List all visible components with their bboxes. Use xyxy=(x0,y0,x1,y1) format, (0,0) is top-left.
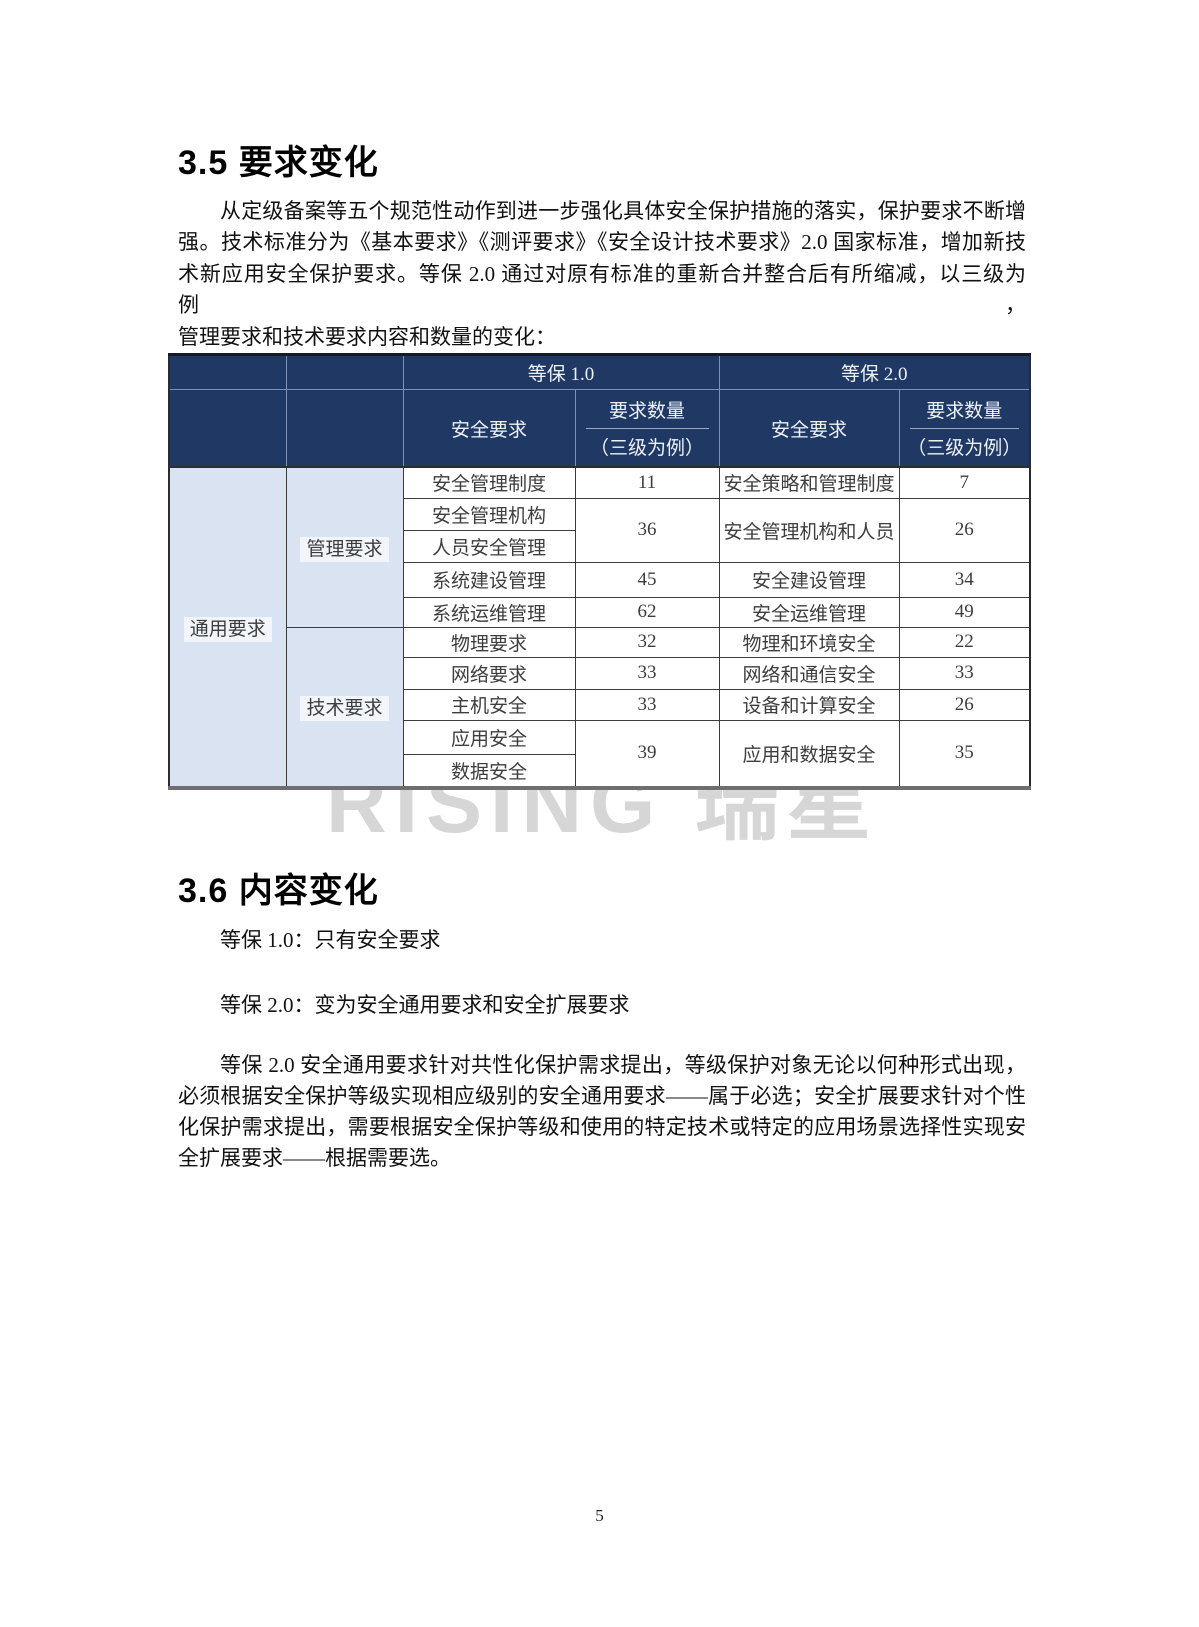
header-security-req-2-0: 安全要求 xyxy=(718,389,900,468)
paragraph-line: 等保 2.0 安全通用要求针对共性化保护需求提出，等级保护对象无论以何种形式出现… xyxy=(220,1053,1026,1077)
header-req-count-2-0: 要求数量 （三级为例） xyxy=(898,389,1031,468)
header-empty-cell xyxy=(168,389,287,468)
table-cell: 33 xyxy=(898,656,1031,690)
table-cell: 安全策略和管理制度 xyxy=(718,466,900,499)
header-req-count-line1: 要求数量 xyxy=(585,390,709,429)
table-cell: 32 xyxy=(574,626,720,658)
paragraph-line: 强。技术标准分为《基本要求》《测评要求》《安全设计技术要求》2.0 国家标准，增… xyxy=(178,230,1026,255)
group-cell-management: 管理要求 xyxy=(285,466,404,628)
table-cell: 系统运维管理 xyxy=(402,596,576,628)
section-3-5-paragraph: 从定级备案等五个规范性动作到进一步强化具体安全保护措施的落实，保护要求不断增 强… xyxy=(178,196,1026,353)
table-cell: 物理要求 xyxy=(402,626,576,658)
header-empty-cell xyxy=(285,389,404,468)
table-cell: 安全管理机构 xyxy=(402,497,576,531)
table-row: 系统运维管理 62 安全运维管理 49 xyxy=(169,596,1031,628)
section-3-5-heading: 3.5 要求变化 xyxy=(178,143,379,182)
table-cell: 安全建设管理 xyxy=(718,561,900,598)
table-cell: 网络要求 xyxy=(402,656,576,690)
table-cell: 系统建设管理 xyxy=(402,561,576,598)
header-empty-cell xyxy=(285,354,404,390)
table-cell: 数据安全 xyxy=(402,753,576,789)
table-row: 技术要求 物理要求 32 物理和环境安全 22 xyxy=(169,626,1031,789)
group-cell-technical: 技术要求 xyxy=(285,626,404,789)
table-cell: 安全管理机构和人员 xyxy=(718,497,900,563)
table-cell: 33 xyxy=(574,688,720,721)
page-number: 5 xyxy=(595,1506,604,1525)
table-cell: 应用安全 xyxy=(402,719,576,755)
header-dengbao-2-0: 等保 2.0 xyxy=(718,354,1031,390)
table-row: 网络要求 33 网络和通信安全 33 xyxy=(169,656,1031,690)
paragraph-line: 必须根据安全保护等级实现相应级别的安全通用要求——属于必选；安全扩展要求针对个性 xyxy=(178,1084,1026,1108)
dengbao-2-0-line: 等保 2.0：变为安全通用要求和安全扩展要求 xyxy=(220,993,630,1017)
paragraph-line: 化保护需求提出，需要根据安全保护等级和使用的特定技术或特定的应用场景选择性实现安 xyxy=(178,1115,1026,1139)
table-cell: 应用和数据安全 xyxy=(718,719,900,789)
paragraph-line: 术新应用安全保护要求。等保 2.0 通过对原有标准的重新合并整合后有所缩减，以三… xyxy=(178,261,1026,318)
table-row: 通用要求 管理要求 安全管理制度 11 安全策略和管理制度 7 xyxy=(168,466,1031,789)
header-req-count-line2: （三级为例） xyxy=(907,438,1022,459)
group-cell-general: 通用要求 xyxy=(168,466,287,789)
dengbao-comparison-table: 等保 1.0 等保 2.0 安全要求 要求数量 （三级为例） 安全要求 要求数量… xyxy=(168,353,1032,790)
table-cell: 安全管理制度 xyxy=(402,466,576,499)
table-cell: 26 xyxy=(898,497,1031,563)
comparison-table-wrapper: 等保 1.0 等保 2.0 安全要求 要求数量 （三级为例） 安全要求 要求数量… xyxy=(168,353,1032,790)
dengbao-1-0-line: 等保 1.0：只有安全要求 xyxy=(220,928,441,952)
table-row: 应用安全 39 应用和数据安全 35 xyxy=(169,719,1031,789)
table-row: 人员安全管理 xyxy=(169,529,1030,563)
header-security-req-1-0: 安全要求 xyxy=(402,389,576,468)
table-row: 安全管理机构 36 安全管理机构和人员 26 xyxy=(169,497,1031,563)
table-cell: 33 xyxy=(574,656,720,690)
section-3-6-heading: 3.6 内容变化 xyxy=(178,871,379,910)
paragraph-line: 从定级备案等五个规范性动作到进一步强化具体安全保护措施的落实，保护要求不断增 xyxy=(220,199,1026,223)
table-cell: 35 xyxy=(898,719,1031,789)
table-cell: 人员安全管理 xyxy=(402,529,576,563)
header-req-count-line1: 要求数量 xyxy=(909,390,1020,429)
header-dengbao-1-0: 等保 1.0 xyxy=(402,354,720,390)
table-cell: 45 xyxy=(574,561,720,598)
table-cell: 设备和计算安全 xyxy=(718,688,900,721)
table-cell: 26 xyxy=(898,688,1031,721)
table-cell: 22 xyxy=(898,626,1031,658)
table-cell: 39 xyxy=(574,719,720,789)
table-cell: 7 xyxy=(898,466,1031,499)
header-req-count-line2: （三级为例） xyxy=(590,438,705,459)
table-cell: 物理和环境安全 xyxy=(718,626,900,658)
paragraph-line: 管理要求和技术要求内容和数量的变化： xyxy=(178,324,556,349)
table-cell: 36 xyxy=(574,497,720,563)
header-req-count-1-0: 要求数量 （三级为例） xyxy=(574,389,720,468)
table-cell: 62 xyxy=(574,596,720,628)
section-3-6-paragraph: 等保 2.0 安全通用要求针对共性化保护需求提出，等级保护对象无论以何种形式出现… xyxy=(178,1050,1026,1174)
header-empty-cell xyxy=(168,354,287,390)
table-row: 系统建设管理 45 安全建设管理 34 xyxy=(169,561,1031,598)
table-cell: 主机安全 xyxy=(402,688,576,721)
paragraph-line: 全扩展要求——根据需要选。 xyxy=(178,1146,451,1170)
table-row: 主机安全 33 设备和计算安全 26 xyxy=(169,688,1031,721)
table-cell: 49 xyxy=(898,596,1031,628)
table-cell: 34 xyxy=(898,561,1031,598)
table-cell: 安全运维管理 xyxy=(718,596,900,628)
table-cell: 网络和通信安全 xyxy=(718,656,900,690)
table-row: 数据安全 xyxy=(169,753,1030,789)
table-cell: 11 xyxy=(574,466,720,499)
